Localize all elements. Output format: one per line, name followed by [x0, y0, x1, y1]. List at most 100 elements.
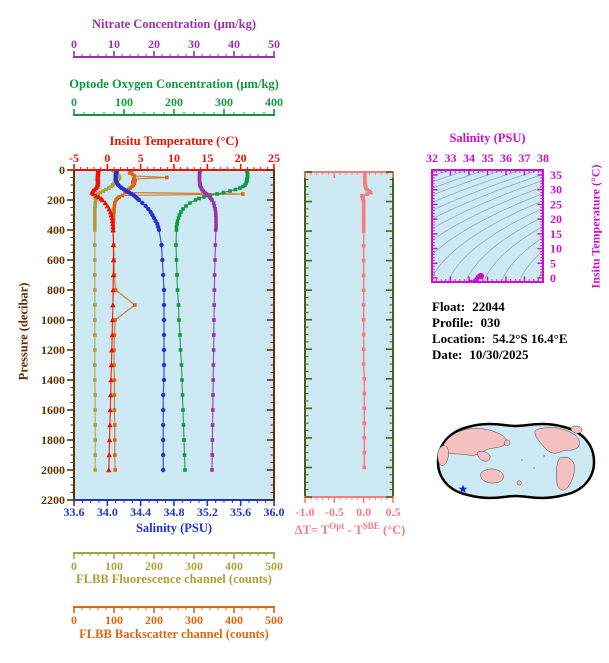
svg-text:400: 400	[265, 95, 283, 109]
svg-text:35: 35	[482, 151, 494, 165]
delta-t-series	[360, 172, 373, 470]
svg-text:0: 0	[59, 163, 65, 177]
svg-text:38: 38	[537, 151, 549, 165]
info-label: Location:	[432, 331, 486, 346]
profile-frame: -5 0 5 10 15 20 25 33.6 34.0 34.4 34.8 35.2 35.6 36.0…	[41, 151, 285, 519]
svg-text:0: 0	[71, 95, 77, 109]
info-value: 030	[480, 315, 501, 330]
backscatter-axis-title: FLBB Backscatter channel (counts)	[79, 627, 269, 641]
delta-t-plot	[305, 172, 393, 497]
svg-text:400: 400	[225, 613, 243, 627]
nitrate-axis-title: Nitrate Concentration (μm/kg)	[92, 17, 256, 31]
svg-text:500: 500	[265, 613, 283, 627]
salinity-axis-title: Salinity (PSU)	[135, 521, 213, 535]
svg-text:0: 0	[71, 37, 77, 51]
ts-temperature-title: Insitu Temperature (°C)	[588, 164, 603, 289]
svg-text:-0.5: -0.5	[325, 505, 344, 519]
svg-text:200: 200	[165, 95, 183, 109]
info-label: Float:	[432, 299, 466, 314]
salinity-series	[113, 170, 167, 473]
svg-text:33.6: 33.6	[64, 505, 85, 519]
svg-text:15: 15	[201, 151, 213, 165]
svg-text:37: 37	[519, 151, 531, 165]
svg-text:100: 100	[105, 613, 123, 627]
svg-text:34.0: 34.0	[97, 505, 118, 519]
svg-text:0.0: 0.0	[356, 505, 371, 519]
svg-text:300: 300	[215, 95, 233, 109]
svg-text:15: 15	[550, 227, 562, 241]
svg-text:30: 30	[188, 37, 200, 51]
svg-text:5: 5	[138, 151, 144, 165]
svg-text:2000: 2000	[41, 463, 65, 477]
svg-text:-1.0: -1.0	[296, 505, 315, 519]
svg-text:36: 36	[500, 151, 512, 165]
delta-t-title-sup: Opt	[329, 521, 345, 531]
svg-text:200: 200	[145, 559, 163, 573]
float-position-star	[458, 484, 468, 493]
svg-text:34.8: 34.8	[164, 505, 185, 519]
profile-plot	[74, 170, 274, 500]
svg-text:-5: -5	[69, 151, 79, 165]
svg-text:34.4: 34.4	[130, 505, 151, 519]
svg-text:0: 0	[550, 271, 556, 285]
ts-salinity-title: Salinity (PSU)	[449, 131, 526, 145]
svg-text:25: 25	[268, 151, 280, 165]
pressure-axis-title: Pressure (decibar)	[16, 282, 31, 381]
info-row: Float: 22044	[432, 299, 568, 315]
svg-text:35: 35	[550, 168, 562, 182]
info-label: Profile:	[432, 315, 474, 330]
info-value: 54.2°S 16.4°E	[492, 331, 568, 346]
info-row: Profile: 030	[432, 315, 568, 331]
svg-text:1400: 1400	[41, 373, 65, 387]
svg-text:600: 600	[47, 253, 65, 267]
svg-text:5: 5	[550, 256, 556, 270]
svg-text:500: 500	[265, 559, 283, 573]
ts-diagram	[432, 170, 543, 282]
svg-text:20: 20	[235, 151, 247, 165]
svg-text:400: 400	[225, 559, 243, 573]
svg-text:2200: 2200	[41, 493, 65, 507]
delta-t-title-part: - T	[344, 523, 363, 538]
svg-text:10: 10	[108, 37, 120, 51]
info-value: 22044	[472, 299, 505, 314]
temperature-axis-title: Insitu Temperature (°C)	[109, 134, 239, 148]
profile-curves	[89, 170, 250, 473]
isopycnal-contours	[432, 170, 543, 282]
world-map	[436, 422, 596, 500]
svg-text:50: 50	[268, 37, 280, 51]
svg-text:100: 100	[105, 559, 123, 573]
info-row: Date: 10/30/2025	[432, 347, 568, 363]
optode-oxygen-concentration-series	[174, 170, 250, 472]
svg-text:300: 300	[185, 613, 203, 627]
svg-text:32: 32	[426, 151, 438, 165]
delta-t-title-sup: SBE	[362, 521, 380, 531]
svg-text:0.5: 0.5	[386, 505, 401, 519]
svg-text:100: 100	[115, 95, 133, 109]
delta-t-title-part: ΔT= T	[294, 523, 330, 538]
info-value: 10/30/2025	[469, 347, 529, 362]
svg-text:0: 0	[71, 559, 77, 573]
fluorescence-axis-title: FLBB Fluorescence channel (counts)	[76, 572, 272, 586]
delta-t-title-part: (°C)	[379, 523, 406, 538]
info-label: Date:	[432, 347, 463, 362]
svg-text:36.0: 36.0	[264, 505, 285, 519]
svg-text:1200: 1200	[41, 343, 65, 357]
float-info: Float: 22044 Profile: 030 Location: 54.2°S 16…	[432, 299, 568, 363]
svg-text:200: 200	[47, 193, 65, 207]
svg-text:800: 800	[47, 283, 65, 297]
svg-text:20: 20	[550, 212, 562, 226]
svg-text:10: 10	[550, 242, 562, 256]
svg-text:0: 0	[71, 613, 77, 627]
svg-text:35.2: 35.2	[197, 505, 218, 519]
svg-text:300: 300	[185, 559, 203, 573]
svg-text:34: 34	[463, 151, 475, 165]
svg-text:33: 33	[445, 151, 457, 165]
delta-t-frame: -1.0 -0.5 0.0 0.5	[296, 171, 401, 519]
oxygen-axis-title: Optode Oxygen Concentration (μm/kg)	[69, 77, 279, 91]
delta-t-axis-title: ΔT= TOpt - TSBE (°C)	[285, 521, 415, 538]
svg-text:10: 10	[168, 151, 180, 165]
stacked-bottom-axes: 0 100 200 300 400 500 0 100 200 300 400 500	[71, 552, 283, 627]
svg-text:40: 40	[228, 37, 240, 51]
